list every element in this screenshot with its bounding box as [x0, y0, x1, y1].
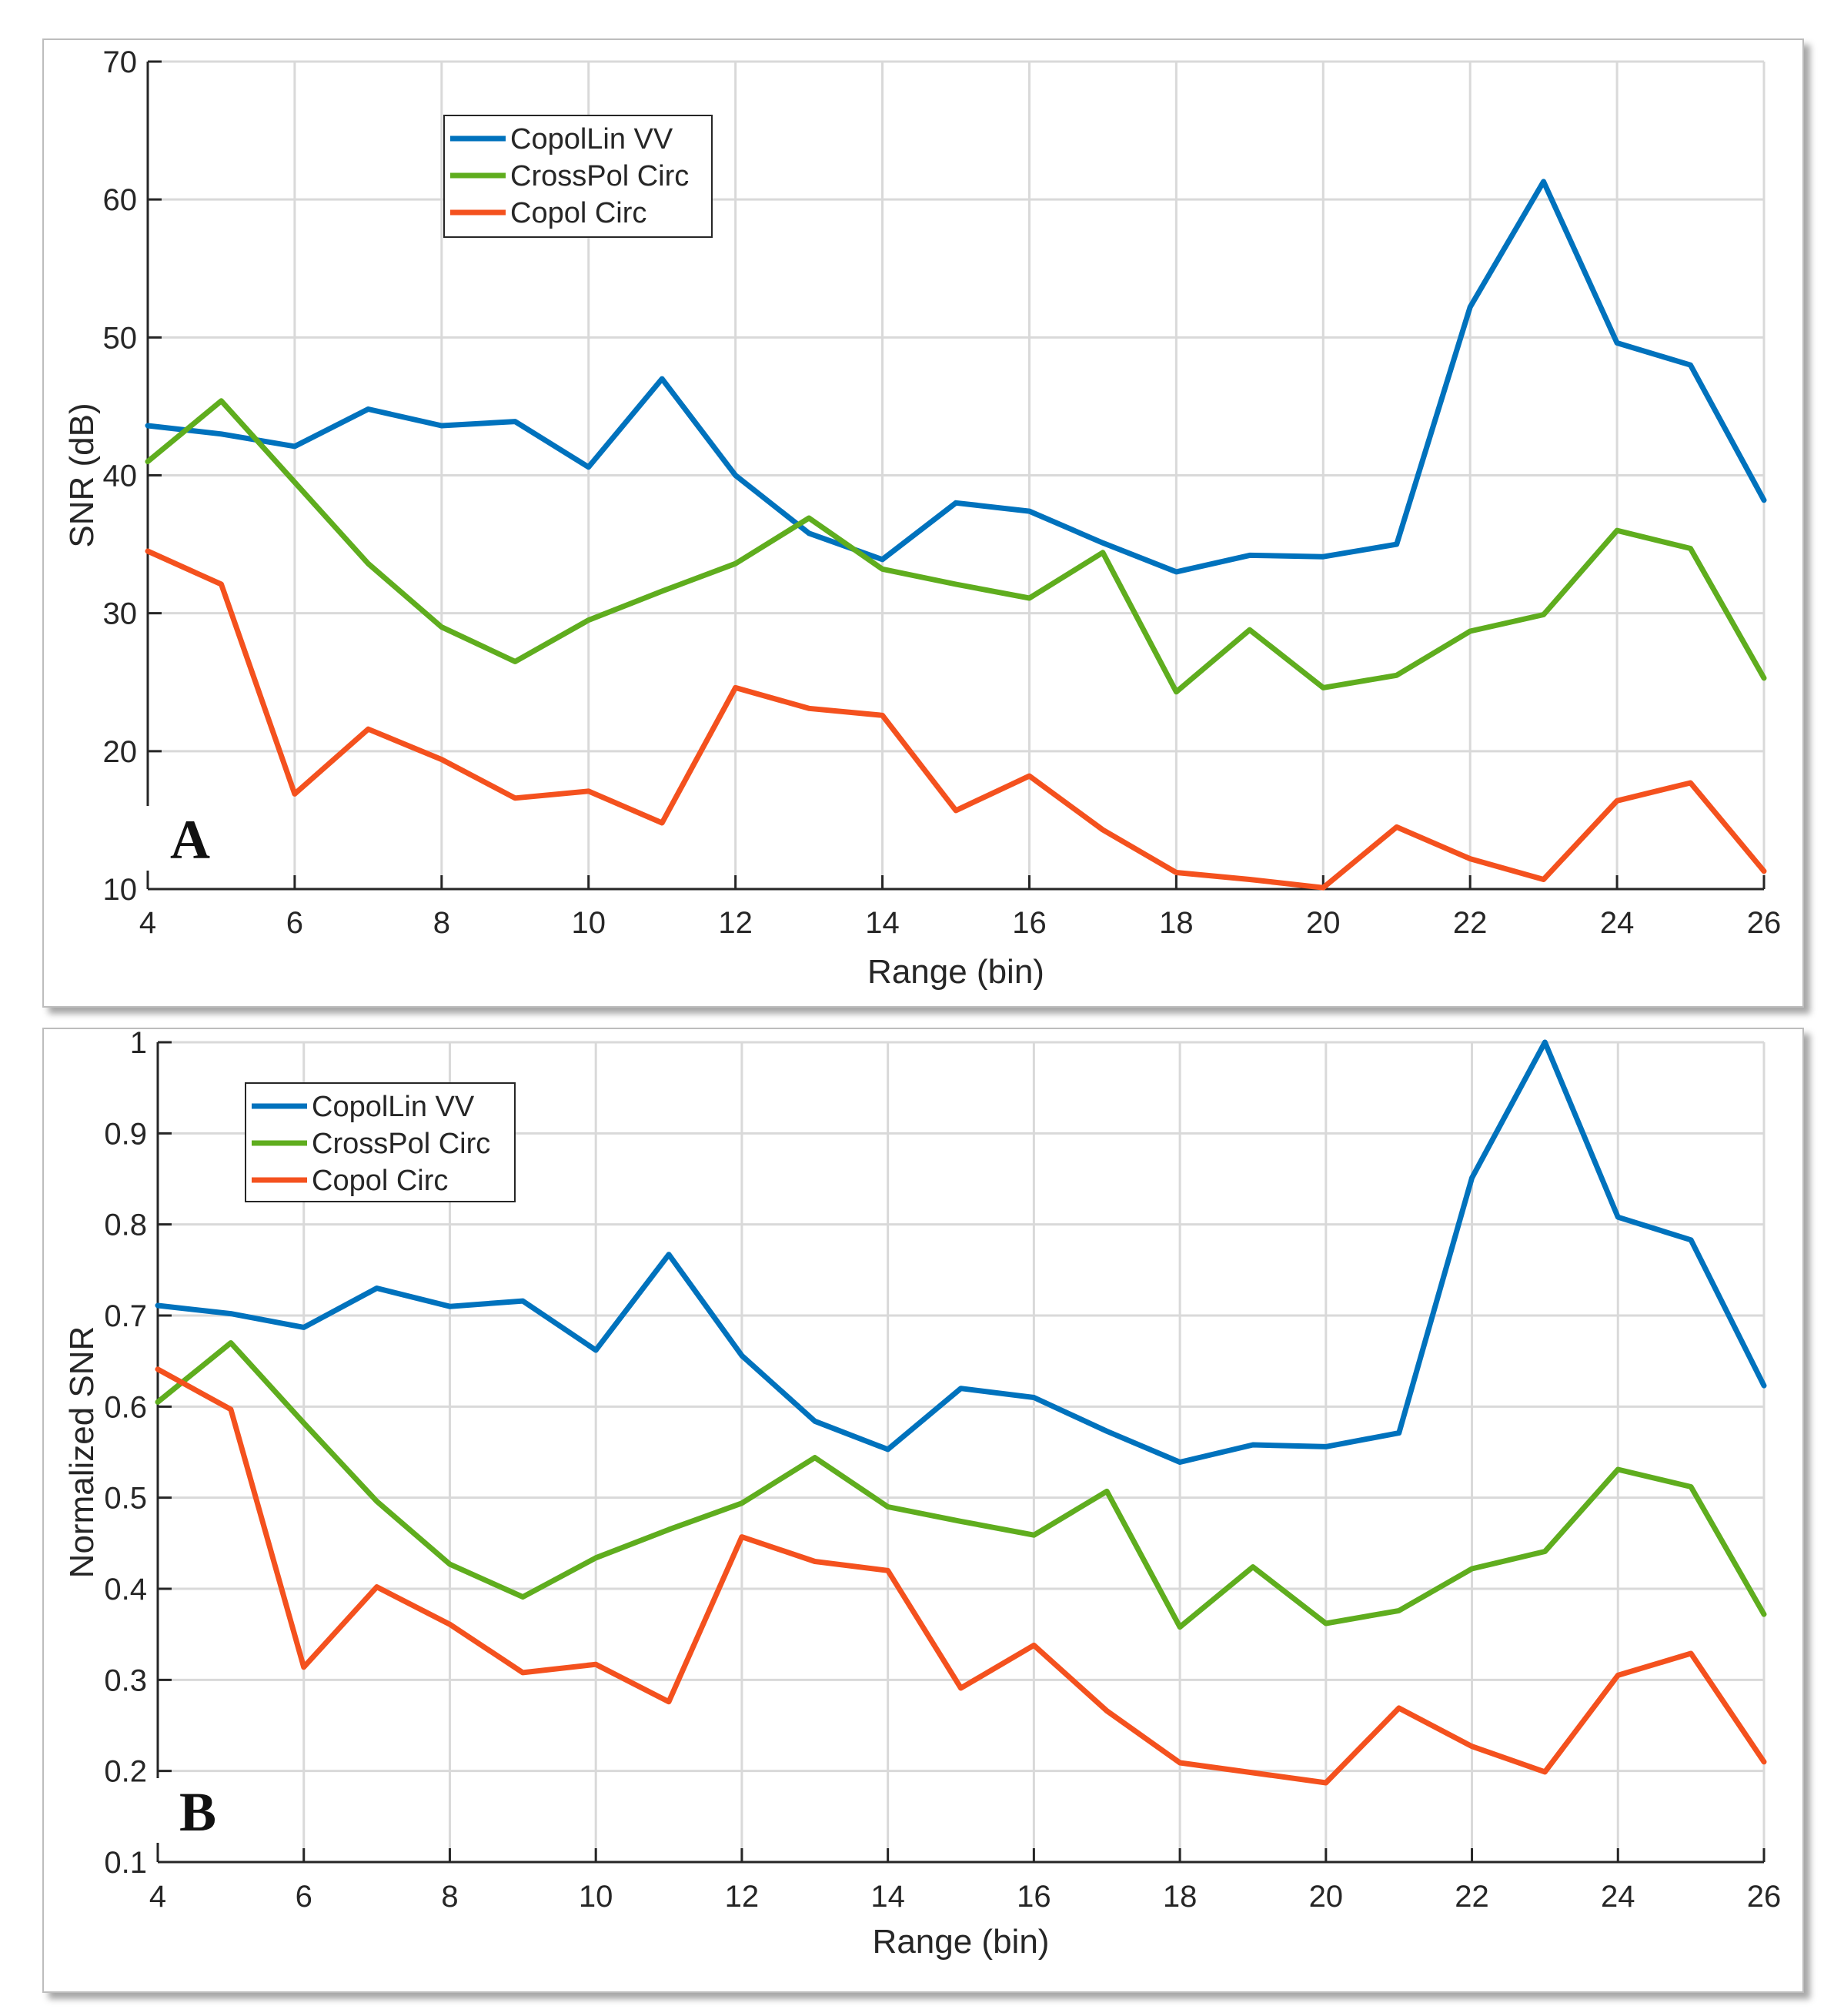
x-tick-label-a: 8 [433, 906, 450, 940]
y-tick-label-a: 70 [103, 45, 138, 79]
x-tick-label-a: 16 [1012, 906, 1047, 940]
y-tick-label-b: 1 [130, 1026, 147, 1060]
y-tick-label-a: 60 [103, 183, 138, 217]
panel-letter-a: A [170, 809, 210, 871]
x-tick-label-b: 22 [1455, 1880, 1489, 1914]
x-tick-label-b: 16 [1017, 1880, 1051, 1914]
x-tick-label-b: 18 [1163, 1880, 1198, 1914]
y-tick-label-b: 0.2 [104, 1755, 147, 1789]
y-tick-label-a: 50 [103, 321, 138, 355]
x-tick-label-a: 12 [718, 906, 753, 940]
x-tick-label-a: 10 [571, 906, 606, 940]
y-axis-label-b: Normalized SNR [63, 1326, 101, 1579]
legend-label-a-2: Copol Circ [510, 197, 646, 229]
legend-label-b-1: CrossPol Circ [312, 1128, 490, 1160]
x-tick-label-b: 4 [149, 1880, 166, 1914]
chart-b-svg: 4 6 8 10 12 14 16 18 20 22 24 26 0.1 0.2 0.3 0.4 0.5 0.6 0… [63, 1026, 1782, 1961]
y-tick-label-b: 0.5 [104, 1482, 147, 1516]
x-tick-label-a: 14 [865, 906, 900, 940]
y-tick-label-a: 10 [103, 873, 138, 907]
y-axis-label-a: SNR (dB) [63, 403, 101, 547]
x-tick-label-b: 12 [725, 1880, 760, 1914]
legend-label-a-1: CrossPol Circ [510, 160, 689, 192]
y-tick-label-b: 0.9 [104, 1117, 147, 1151]
x-tick-label-b: 26 [1747, 1880, 1782, 1914]
x-tick-label-b: 20 [1309, 1880, 1344, 1914]
series-line-b-2 [155, 1366, 1767, 1786]
x-tick-label-b: 8 [441, 1880, 458, 1914]
x-tick-label-a: 22 [1453, 906, 1488, 940]
y-tick-label-a: 30 [103, 597, 138, 631]
legend-label-a-0: CopolLin VV [510, 123, 673, 155]
x-tick-label-a: 18 [1159, 906, 1194, 940]
x-tick-label-b: 10 [579, 1880, 613, 1914]
series-line-a-0 [145, 179, 1767, 575]
legend-label-b-2: Copol Circ [312, 1165, 448, 1197]
chart-a-svg: 4 6 8 10 12 14 16 18 20 22 24 26 10 20 30 40 50 60 70 Range… [63, 45, 1782, 991]
legend-label-b-0: CopolLin VV [312, 1091, 475, 1123]
x-tick-label-a: 26 [1747, 906, 1782, 940]
y-tick-label-b: 0.1 [104, 1846, 147, 1880]
x-tick-label-a: 4 [139, 906, 156, 940]
x-tick-label-b: 6 [296, 1880, 312, 1914]
panel-letter-b: B [179, 1781, 216, 1843]
x-tick-label-b: 14 [870, 1880, 905, 1914]
x-tick-label-b: 24 [1601, 1880, 1635, 1914]
x-tick-label-a: 6 [286, 906, 303, 940]
y-tick-label-b: 0.8 [104, 1209, 147, 1242]
series-line-b-0 [155, 1039, 1767, 1465]
y-tick-label-b: 0.7 [104, 1299, 147, 1333]
y-tick-label-b: 0.3 [104, 1663, 147, 1697]
series-line-a-2 [145, 548, 1767, 891]
x-tick-label-a: 20 [1306, 906, 1341, 940]
x-axis-label-b: Range (bin) [873, 1923, 1050, 1961]
series-line-b-1 [155, 1340, 1767, 1630]
x-axis-label-a: Range (bin) [867, 953, 1044, 991]
y-tick-label-b: 0.4 [104, 1573, 147, 1606]
x-tick-label-a: 24 [1600, 906, 1635, 940]
chart-panel-b: 4 6 8 10 12 14 16 18 20 22 24 26 0.1 0.2 0.3 0.4 0.5 0.6 0… [42, 1026, 1804, 1993]
y-tick-label-a: 40 [103, 460, 138, 493]
chart-panel-a: 4 6 8 10 12 14 16 18 20 22 24 26 10 20 30 40 50 60 70 Range… [42, 38, 1804, 1008]
y-tick-label-b: 0.6 [104, 1390, 147, 1424]
y-tick-label-a: 20 [103, 735, 138, 769]
panel-letter-backdrop-a [144, 806, 236, 871]
panel-letter-backdrop-b [152, 1778, 244, 1843]
series-line-a-1 [145, 398, 1767, 695]
